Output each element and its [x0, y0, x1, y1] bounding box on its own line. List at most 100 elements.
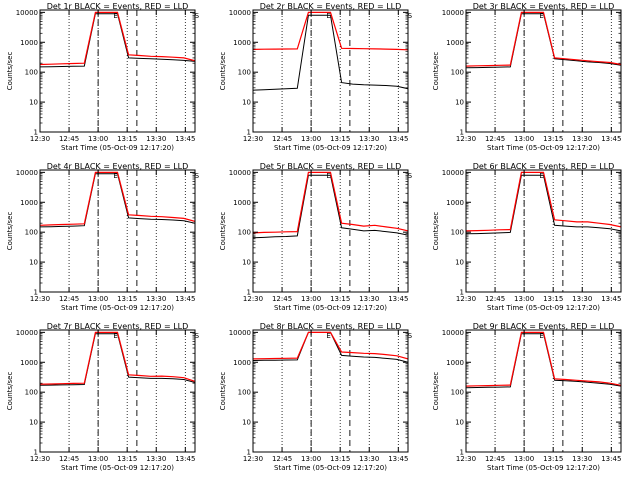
plot-frame — [252, 169, 409, 293]
y-tick-label: 1 — [460, 449, 464, 457]
marker-label-e: E — [113, 172, 117, 180]
x-axis-label: Start Time (05-Oct-09 12:17:20) — [61, 304, 174, 312]
series-line-lld — [253, 331, 408, 360]
x-axis-label: Start Time (05-Oct-09 12:17:20) — [61, 144, 174, 152]
y-tick-label: 10 — [29, 99, 38, 107]
x-tick-label: 13:45 — [175, 135, 195, 143]
y-tick-label: 10 — [242, 99, 251, 107]
y-tick-label: 100 — [451, 69, 464, 77]
x-tick-label: 13:45 — [388, 295, 408, 303]
series-line-lld — [40, 11, 195, 66]
x-tick-label: 13:00 — [514, 455, 534, 463]
x-axis-label: Start Time (05-Oct-09 12:17:20) — [487, 464, 600, 472]
series-line-lld — [253, 171, 408, 234]
y-tick-label: 100 — [238, 389, 251, 397]
chart-title: Det 3r BLACK = Events, RED = LLD — [473, 2, 615, 11]
series-line-events — [466, 333, 621, 389]
x-tick-label: 13:00 — [514, 295, 534, 303]
x-tick-label: 13:00 — [88, 295, 108, 303]
y-tick-label: 1 — [34, 449, 38, 457]
x-tick-label: 13:15 — [117, 455, 137, 463]
marker-label-s: S — [408, 332, 413, 340]
x-axis-label: Start Time (05-Oct-09 12:17:20) — [274, 304, 387, 312]
x-tick-label: 12:30 — [30, 295, 50, 303]
x-tick-label: 13:45 — [175, 295, 195, 303]
marker-label-e: E — [539, 172, 543, 180]
series-line-lld — [466, 11, 621, 67]
y-tick-label: 10 — [455, 99, 464, 107]
marker-label-e: E — [539, 12, 543, 20]
x-tick-label: 13:45 — [601, 295, 621, 303]
y-axis-label: Counts/sec — [6, 52, 14, 91]
plot-frame — [39, 9, 196, 133]
y-tick-label: 1 — [247, 449, 251, 457]
y-tick-label: 10 — [29, 419, 38, 427]
x-tick-label: 13:15 — [543, 455, 563, 463]
y-tick-label: 1 — [34, 289, 38, 297]
marker-label-s: S — [195, 332, 200, 340]
chart-panel: 1 10 100 1000 10000 12:30 12:45 13:00 13:15 13:30… — [6, 2, 196, 152]
y-tick-label: 100 — [451, 389, 464, 397]
y-axis-label: Counts/sec — [432, 372, 440, 411]
x-tick-label: 13:45 — [388, 455, 408, 463]
chart-title: Det 5r BLACK = Events, RED = LLD — [260, 162, 402, 171]
series-line-events — [40, 333, 195, 386]
x-tick-label: 13:45 — [601, 135, 621, 143]
y-tick-label: 100 — [238, 69, 251, 77]
y-tick-label: 10 — [29, 259, 38, 267]
marker-label-s: S — [408, 172, 413, 180]
series-line-events — [40, 173, 195, 228]
series-line-lld — [466, 331, 621, 387]
y-tick-label: 100 — [25, 229, 38, 237]
y-tick-label: 1 — [460, 129, 464, 137]
x-tick-label: 12:45 — [272, 455, 292, 463]
marker-label-e: E — [113, 332, 117, 340]
chart-title: Det 8r BLACK = Events, RED = LLD — [260, 322, 402, 331]
y-tick-label: 1000 — [20, 359, 38, 367]
y-tick-label: 1 — [247, 289, 251, 297]
y-tick-label: 10000 — [16, 9, 38, 17]
plot-frame — [39, 169, 196, 293]
y-axis-label: Counts/sec — [219, 372, 227, 411]
x-tick-label: 13:00 — [301, 135, 321, 143]
marker-label-e: E — [539, 332, 543, 340]
x-tick-label: 13:15 — [117, 135, 137, 143]
y-tick-label: 10000 — [229, 169, 251, 177]
series-line-lld — [253, 11, 408, 51]
y-tick-label: 10000 — [442, 169, 464, 177]
y-axis-label: Counts/sec — [432, 52, 440, 91]
y-tick-label: 1000 — [233, 39, 251, 47]
x-tick-label: 12:45 — [59, 135, 79, 143]
series-line-lld — [40, 171, 195, 226]
y-tick-label: 100 — [25, 69, 38, 77]
x-tick-label: 13:30 — [146, 135, 166, 143]
x-tick-label: 12:30 — [456, 295, 476, 303]
x-tick-label: 12:45 — [485, 455, 505, 463]
y-tick-label: 10000 — [442, 329, 464, 337]
chart-title: Det 1r BLACK = Events, RED = LLD — [47, 2, 189, 11]
x-tick-label: 13:45 — [601, 455, 621, 463]
y-axis-label: Counts/sec — [6, 212, 14, 251]
chart-panel: 1 10 100 1000 10000 12:30 12:45 13:00 13:15 13:30… — [195, 322, 409, 472]
chart-panel: 1 10 100 1000 10000 12:30 12:45 13:00 13:15 13:30… — [6, 322, 196, 472]
plot-frame — [465, 329, 622, 453]
x-tick-label: 13:30 — [146, 295, 166, 303]
y-axis-label: Counts/sec — [219, 52, 227, 91]
plot-frame — [465, 169, 622, 293]
x-tick-label: 12:45 — [485, 295, 505, 303]
x-tick-label: 13:15 — [330, 455, 350, 463]
x-tick-label: 12:45 — [485, 135, 505, 143]
chart-panel: 1 10 100 1000 10000 12:30 12:45 13:00 13:15 13:30… — [6, 162, 196, 312]
x-tick-label: 13:30 — [359, 455, 379, 463]
y-tick-label: 1 — [34, 129, 38, 137]
y-axis-label: Counts/sec — [6, 372, 14, 411]
x-tick-label: 12:30 — [30, 455, 50, 463]
x-axis-label: Start Time (05-Oct-09 12:17:20) — [274, 464, 387, 472]
y-tick-label: 10000 — [229, 329, 251, 337]
y-tick-label: 10000 — [16, 169, 38, 177]
y-tick-label: 1000 — [446, 39, 464, 47]
plot-frame — [465, 9, 622, 133]
x-axis-label: Start Time (05-Oct-09 12:17:20) — [487, 304, 600, 312]
x-tick-label: 13:45 — [175, 455, 195, 463]
